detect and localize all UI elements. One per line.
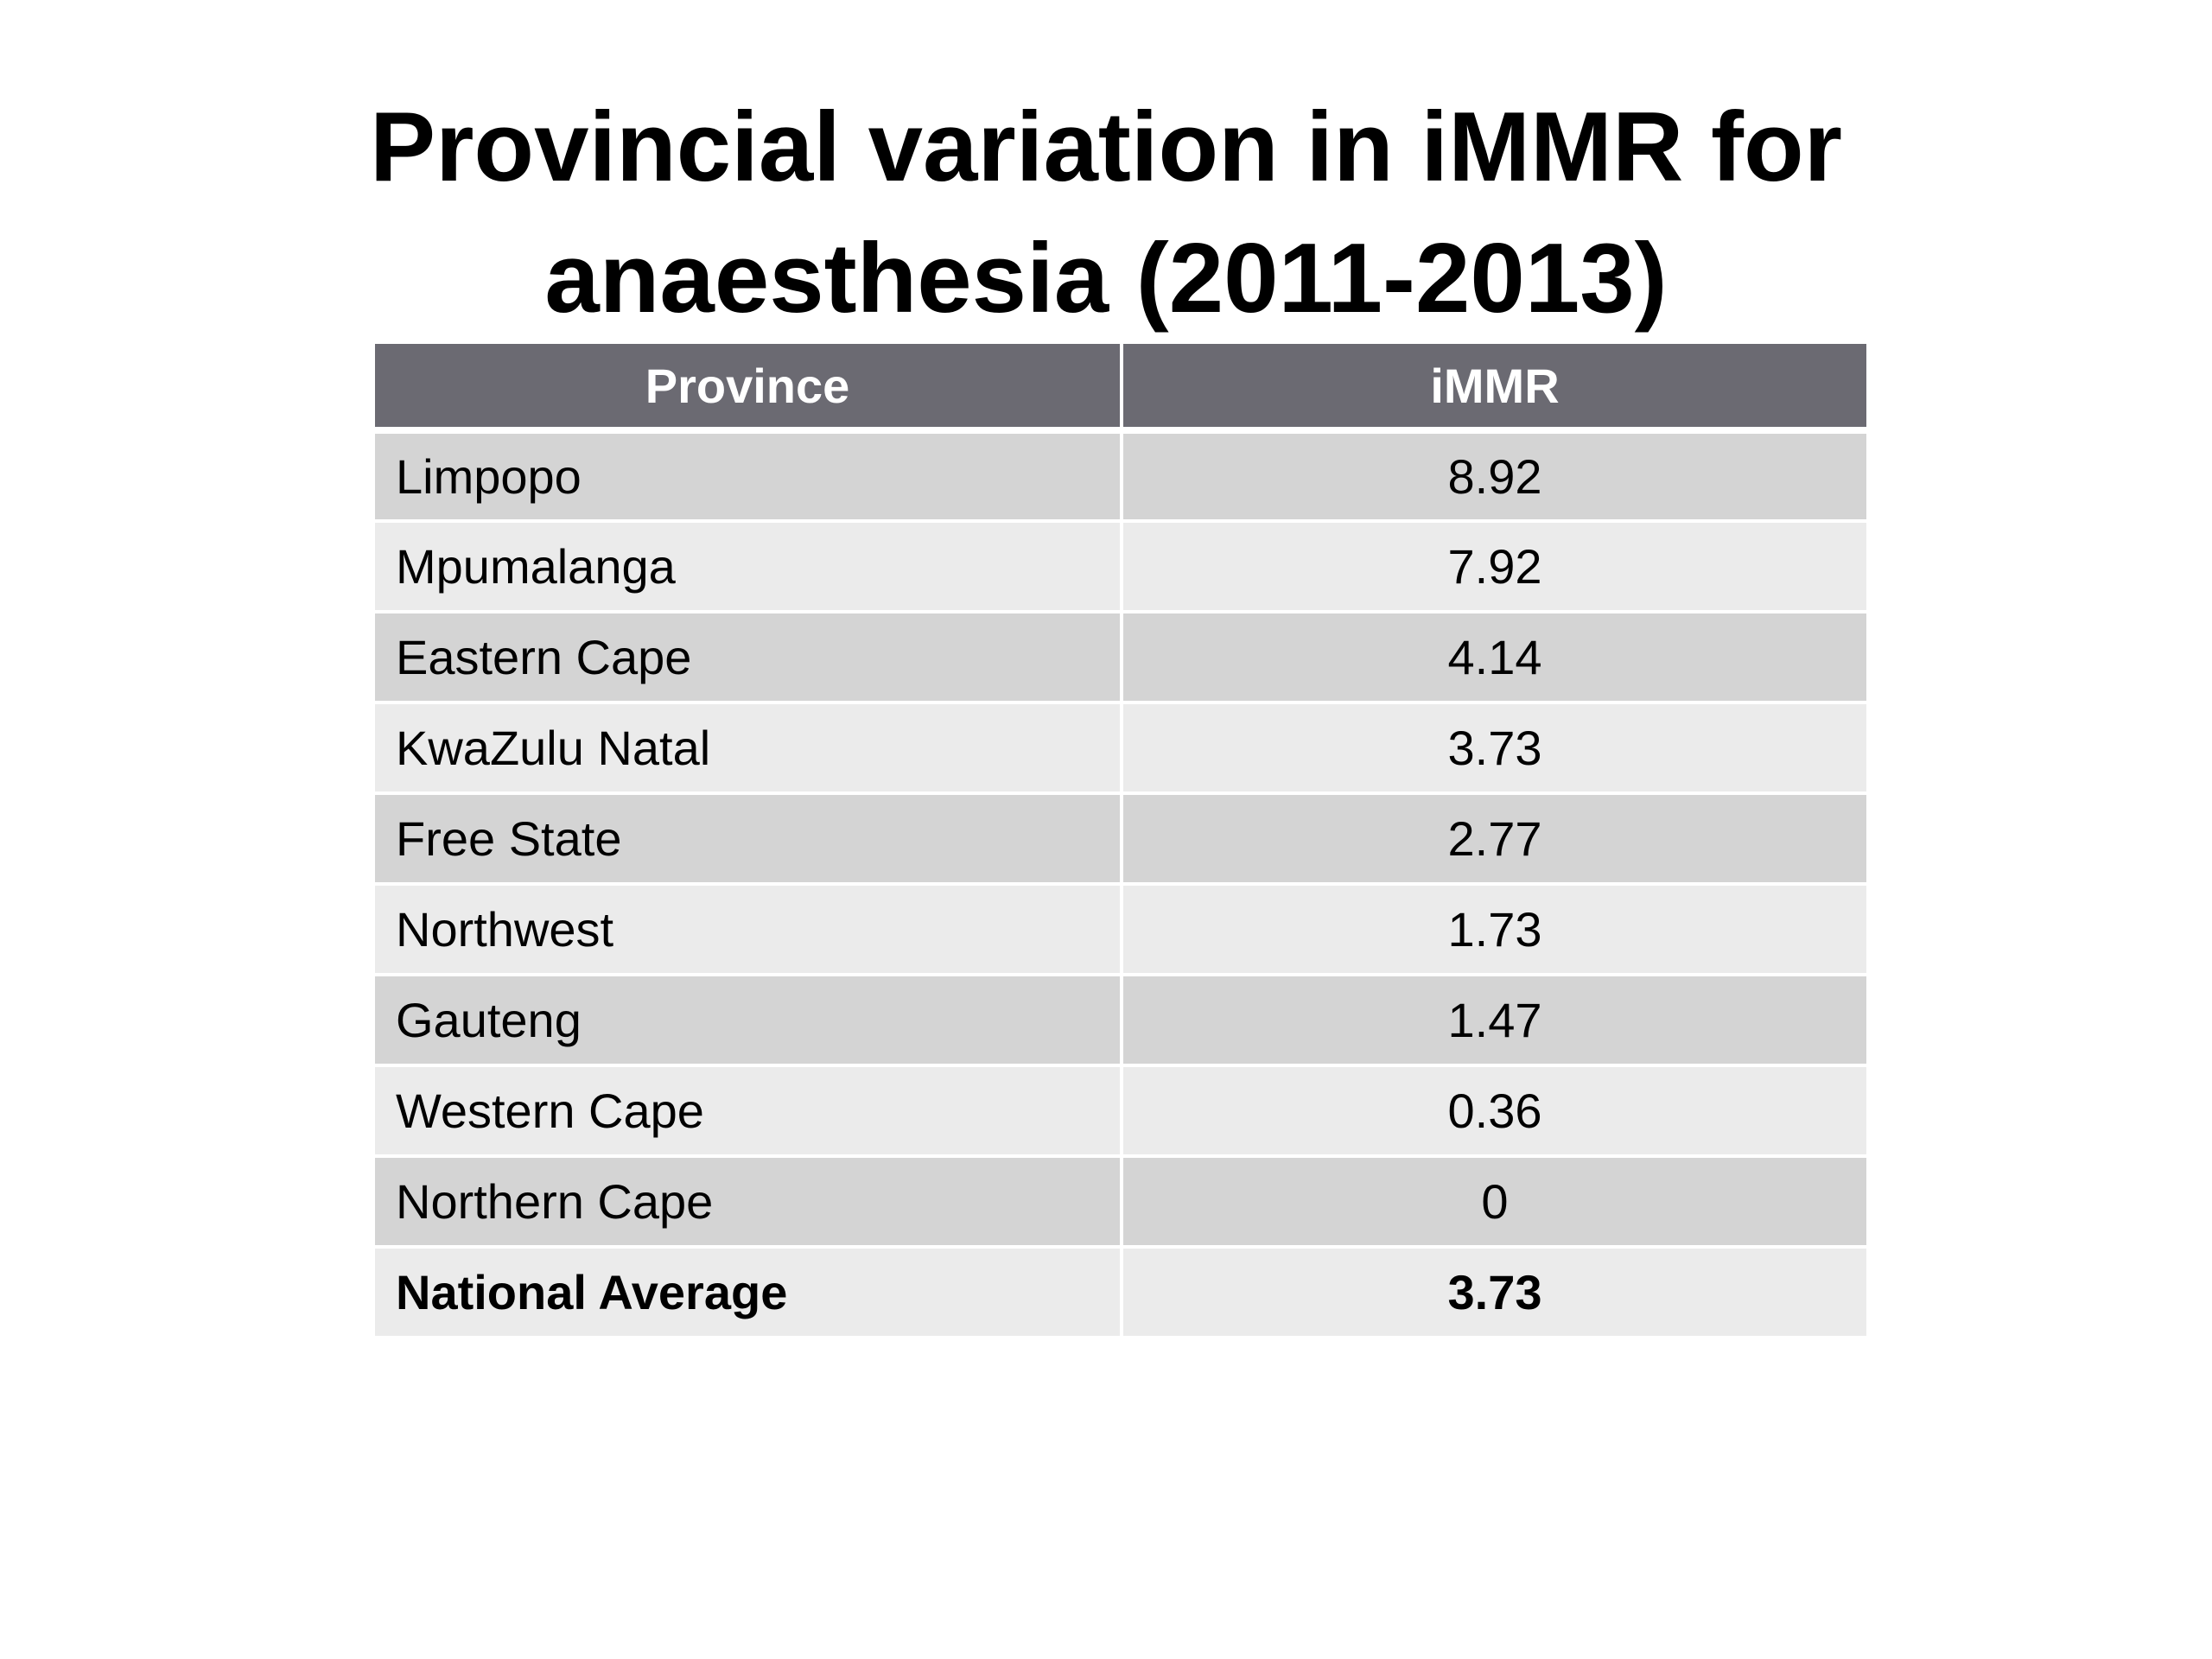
immr-cell: 3.73: [1122, 702, 1866, 795]
province-cell: Limpopo: [375, 430, 1123, 523]
immr-cell: 8.92: [1122, 430, 1866, 523]
table-row: Eastern Cape 4.14: [375, 612, 1866, 704]
immr-cell: 4.14: [1122, 612, 1866, 704]
column-header-province: Province: [375, 344, 1123, 434]
national-average-value: 3.73: [1122, 1247, 1866, 1339]
immr-table-container: Province iMMR Limpopo 8.92 Mpumalanga 7.…: [375, 344, 1866, 1339]
national-average-label: National Average: [375, 1247, 1123, 1339]
table-row: Mpumalanga 7.92: [375, 521, 1866, 613]
province-cell: Free State: [375, 793, 1123, 886]
immr-table: Province iMMR Limpopo 8.92 Mpumalanga 7.…: [375, 344, 1866, 1339]
immr-cell: 1.47: [1122, 975, 1866, 1067]
table-header-row: Province iMMR: [375, 344, 1866, 434]
slide-title: Provincial variation in iMMR for anaesth…: [0, 82, 2212, 345]
table-row: Free State 2.77: [375, 793, 1866, 886]
national-average-row: National Average 3.73: [375, 1247, 1866, 1339]
table-row: Gauteng 1.47: [375, 975, 1866, 1067]
column-header-immr: iMMR: [1122, 344, 1866, 434]
table-row: KwaZulu Natal 3.73: [375, 702, 1866, 795]
slide-title-line-1: Provincial variation in iMMR for: [370, 92, 1842, 202]
slide-title-line-2: anaesthesia (2011-2013): [544, 224, 1668, 334]
immr-cell: 0: [1122, 1156, 1866, 1249]
province-cell: KwaZulu Natal: [375, 702, 1123, 795]
province-cell: Gauteng: [375, 975, 1123, 1067]
immr-cell: 1.73: [1122, 884, 1866, 976]
immr-cell: 2.77: [1122, 793, 1866, 886]
table-row: Limpopo 8.92: [375, 430, 1866, 523]
table-row: Northwest 1.73: [375, 884, 1866, 976]
immr-cell: 7.92: [1122, 521, 1866, 613]
province-cell: Mpumalanga: [375, 521, 1123, 613]
table-row: Northern Cape 0: [375, 1156, 1866, 1249]
province-cell: Northern Cape: [375, 1156, 1123, 1249]
province-cell: Western Cape: [375, 1065, 1123, 1158]
province-cell: Eastern Cape: [375, 612, 1123, 704]
immr-cell: 0.36: [1122, 1065, 1866, 1158]
table-row: Western Cape 0.36: [375, 1065, 1866, 1158]
province-cell: Northwest: [375, 884, 1123, 976]
